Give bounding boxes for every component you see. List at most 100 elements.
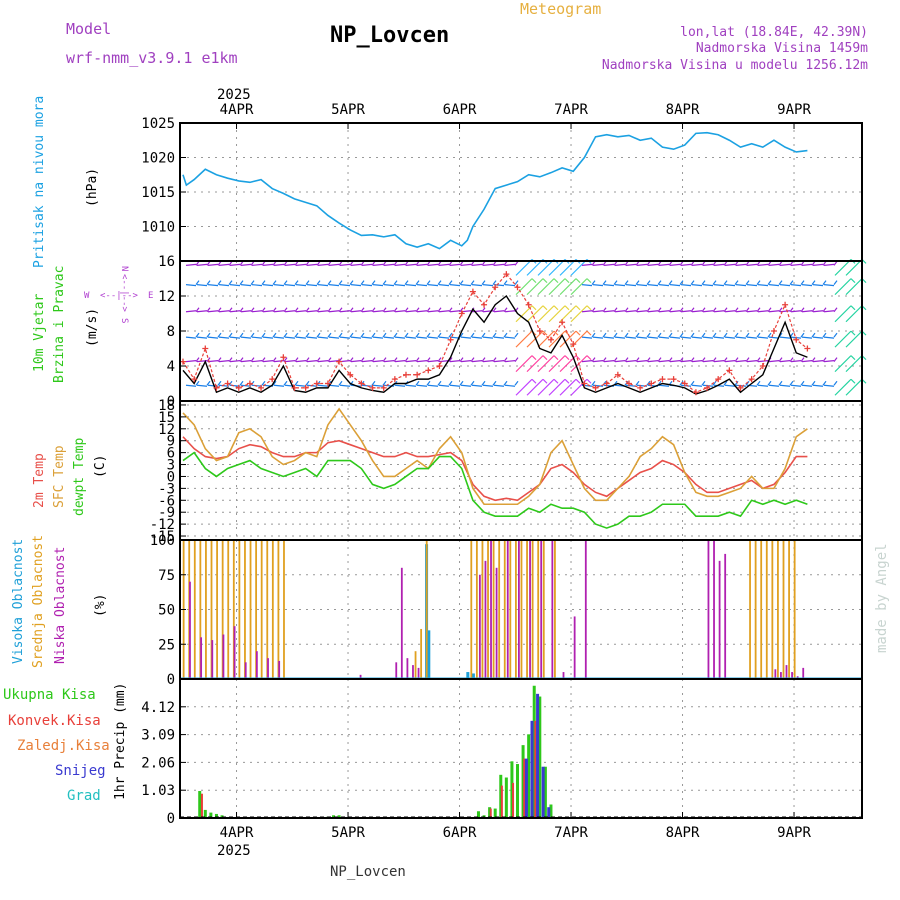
precip-snow-bar (530, 720, 534, 818)
wind-barb (328, 310, 340, 313)
wind-barb (745, 380, 750, 386)
wind-barb (800, 280, 805, 285)
panel-frame-pressure (179, 122, 863, 262)
wind-barb (812, 284, 824, 287)
wind-barb (372, 360, 384, 363)
wind-barb (261, 307, 266, 313)
wind-barb (564, 355, 570, 361)
wind-barb (811, 307, 816, 313)
wind-barb (823, 263, 835, 266)
wind-barb (658, 384, 670, 387)
wind-barb (767, 261, 772, 266)
cloud-label-high: Visoka Oblacnost (11, 539, 26, 664)
wind-barb (240, 284, 252, 287)
wind-barb (625, 263, 637, 266)
wind-barb (850, 378, 856, 384)
wind-barb (559, 378, 577, 396)
wind-barb (635, 261, 640, 266)
wind-barb (757, 384, 769, 387)
wind-barb (196, 284, 208, 287)
wind-gust-point (358, 380, 365, 387)
y-tick-label: 12 (158, 289, 175, 305)
wind-barb (437, 332, 442, 338)
wind-gust-point (559, 319, 566, 326)
wind-barb (800, 261, 805, 266)
wind-barb (394, 360, 406, 363)
wind-barb (250, 307, 255, 313)
wind-barb (206, 307, 211, 313)
wind-barb (713, 263, 725, 266)
wind-barb (327, 280, 332, 285)
wind-barb (701, 357, 706, 362)
cloud-low-bar (244, 662, 247, 679)
precip-total-bar (203, 809, 207, 818)
wind-gust-point (425, 367, 432, 374)
wind-barb (327, 357, 332, 362)
wind-barb (680, 310, 692, 313)
wind-barb (724, 360, 736, 363)
wind-barb (757, 310, 769, 313)
wind-barb (559, 278, 577, 296)
wind-barb (800, 307, 805, 313)
wind-gust-point (246, 380, 253, 387)
cloud-mid-bar (238, 540, 241, 679)
wind-barb (812, 360, 824, 363)
wind-barb (669, 310, 681, 313)
wind-barb (349, 261, 354, 266)
wind-barb (394, 384, 406, 387)
wind-barb (614, 263, 626, 266)
wind-barb (294, 357, 299, 362)
wind-barb (614, 360, 626, 363)
wind-barb (206, 332, 211, 338)
wind-barb (482, 360, 494, 363)
wind-barb (691, 384, 703, 387)
wind-barb (625, 360, 637, 363)
wind-barb (185, 384, 197, 387)
wind-barb (262, 310, 274, 313)
wind-barb (437, 280, 442, 285)
wind-barb (756, 332, 761, 338)
wind-barb (647, 360, 659, 363)
legend-snow: Snijeg (55, 763, 106, 779)
wind-barb (570, 258, 588, 276)
wind-barb (713, 336, 725, 339)
wind-barb (218, 263, 230, 266)
wind-barb (405, 336, 417, 339)
y-tick-label: 1010 (141, 220, 175, 236)
wind-barb (305, 332, 310, 338)
wind-barb (295, 263, 307, 266)
wind-gust-point (748, 376, 755, 383)
wind-barb (724, 310, 736, 313)
wind-gust-point (570, 341, 577, 348)
wind-barb (679, 280, 684, 285)
wind-barb (757, 360, 769, 363)
wind-gust-point (782, 301, 789, 308)
y-tick-label: 6 (167, 446, 175, 462)
wind-barb (185, 284, 197, 287)
wind-barb (239, 380, 244, 386)
precip-total-bar (510, 761, 514, 818)
wind-barb (426, 357, 431, 362)
wind-barb (723, 307, 728, 313)
cloud-low-bar (233, 626, 236, 679)
wind-barb (800, 332, 805, 338)
wind-barb (833, 357, 838, 362)
wind-barb (811, 357, 816, 362)
legend-grad: Grad (67, 788, 101, 804)
cloud-mid-bar (520, 540, 523, 679)
wind-barb (272, 280, 277, 285)
y-tick-label: -3 (158, 481, 175, 497)
cloud-mid-bar (283, 540, 285, 679)
wind-barb (559, 258, 577, 276)
wind-barb (504, 310, 516, 313)
cloud-label-mid: Srednja Oblacnost (31, 535, 46, 668)
wind-barb (460, 336, 472, 339)
wind-barb (845, 378, 863, 396)
wind-barb (405, 284, 417, 287)
wind-barb (822, 332, 827, 338)
wind-barb (261, 332, 266, 338)
model-label: Model (66, 20, 112, 38)
wind-barb (564, 278, 570, 284)
wind-barb (542, 378, 548, 384)
precip-total-bar (337, 815, 341, 818)
